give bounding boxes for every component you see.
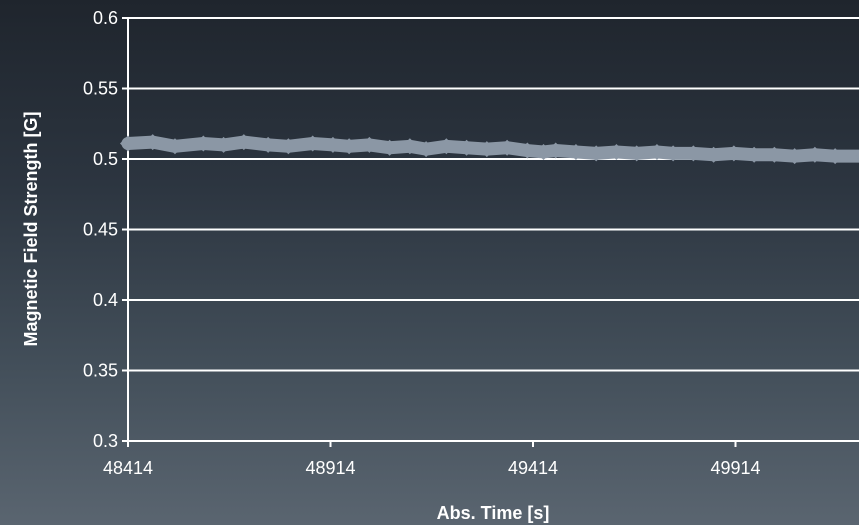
y-axis-title: Magnetic Field Strength [G]: [21, 111, 41, 346]
data-point: [458, 139, 475, 156]
data-point: [401, 138, 418, 155]
x-tick-label: 49414: [508, 458, 558, 478]
data-point: [519, 142, 536, 159]
data-point: [324, 136, 341, 153]
x-tick-label: 49914: [710, 458, 760, 478]
x-tick-labels: 48414 48914 49414 49914: [103, 458, 761, 478]
data-point: [786, 148, 803, 165]
data-point: [120, 135, 136, 152]
data-point: [166, 138, 183, 155]
x-tick-label: 48914: [305, 458, 355, 478]
data-point: [806, 146, 823, 163]
data-point: [705, 146, 722, 163]
y-tick-label: 0.4: [93, 290, 118, 310]
data-point: [304, 135, 321, 152]
data-point: [588, 145, 605, 162]
y-tick-label: 0.6: [93, 8, 118, 28]
data-point: [280, 138, 297, 155]
data-point: [260, 136, 277, 153]
x-tick-label: 48414: [103, 458, 153, 478]
data-point: [766, 146, 783, 163]
data-points: [120, 134, 859, 165]
data-point: [438, 138, 455, 155]
data-point: [418, 141, 435, 158]
y-tick-label: 0.45: [83, 220, 118, 240]
data-point: [855, 152, 859, 160]
data-point: [648, 143, 665, 160]
data-point: [361, 136, 378, 153]
data-point: [725, 145, 742, 162]
y-tick-label: 0.55: [83, 79, 118, 99]
data-point: [608, 143, 625, 160]
data-point: [195, 135, 212, 152]
data-point: [628, 145, 645, 162]
x-axis-title: Abs. Time [s]: [437, 503, 550, 523]
gridlines: [128, 17, 859, 372]
data-point: [535, 143, 552, 160]
data-point: [478, 141, 495, 158]
data-point: [685, 145, 702, 162]
data-point: [235, 134, 252, 151]
data-point: [381, 139, 398, 156]
data-point: [746, 146, 763, 163]
data-point: [827, 148, 844, 165]
data-point: [665, 145, 682, 162]
y-tick-labels: 0.3 0.35 0.4 0.45 0.5 0.55 0.6: [83, 8, 118, 451]
data-point: [567, 143, 584, 160]
axes: [122, 17, 859, 447]
data-point: [215, 136, 232, 153]
data-point: [341, 138, 358, 155]
y-tick-label: 0.35: [83, 361, 118, 381]
y-tick-label: 0.5: [93, 149, 118, 169]
data-point: [499, 139, 516, 156]
data-point: [144, 134, 161, 151]
y-tick-label: 0.3: [93, 431, 118, 451]
data-point: [547, 142, 564, 159]
